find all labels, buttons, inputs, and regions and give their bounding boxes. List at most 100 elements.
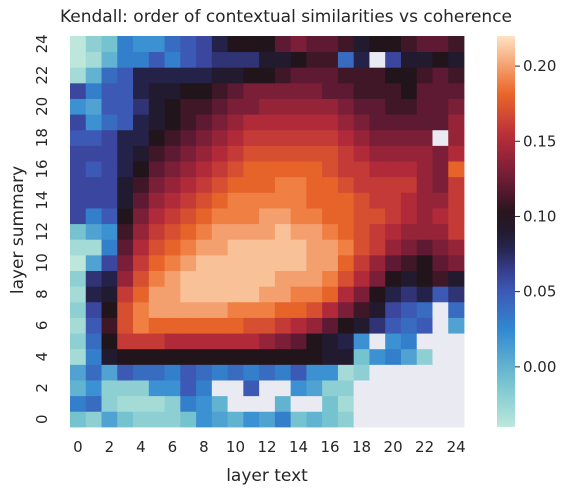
- heatmap-cell: [400, 395, 418, 412]
- heatmap-cell: [322, 348, 339, 365]
- heatmap-cell: [416, 67, 433, 84]
- heatmap-cell: [259, 301, 276, 318]
- heatmap-cell: [227, 254, 244, 271]
- heatmap-cell: [211, 114, 228, 131]
- heatmap-cell: [337, 51, 355, 68]
- heatmap-cell: [133, 348, 150, 365]
- heatmap-cell: [274, 411, 292, 428]
- heatmap-cell: [148, 192, 165, 209]
- heatmap-cell: [306, 239, 323, 256]
- heatmap-cell: [227, 317, 244, 334]
- heatmap-cell: [243, 380, 260, 397]
- heatmap-cell: [180, 239, 197, 256]
- heatmap-cell: [432, 145, 449, 162]
- heatmap-cell: [432, 223, 449, 240]
- heatmap-cell: [133, 98, 150, 115]
- heatmap-cell: [337, 395, 355, 412]
- heatmap-cell: [133, 411, 150, 428]
- heatmap-cell: [322, 411, 339, 428]
- heatmap-cell: [70, 348, 87, 365]
- heatmap-cell: [432, 192, 449, 209]
- heatmap-cell: [306, 317, 323, 334]
- heatmap-cell: [369, 270, 386, 287]
- heatmap-cell: [306, 333, 323, 350]
- heatmap-cell: [306, 82, 323, 99]
- heatmap-cell: [133, 380, 150, 397]
- heatmap-cell: [290, 364, 307, 381]
- heatmap-cell: [337, 254, 355, 271]
- heatmap-cell: [448, 176, 465, 193]
- heatmap-cell: [416, 348, 433, 365]
- heatmap-cell: [164, 129, 181, 146]
- heatmap-cell: [180, 301, 197, 318]
- heatmap-cell: [322, 36, 339, 53]
- heatmap-cell: [306, 223, 323, 240]
- x-tick-label: 20: [384, 438, 403, 456]
- heatmap-cell: [322, 301, 339, 318]
- x-tick-label: 0: [73, 438, 83, 456]
- heatmap-cell: [337, 348, 355, 365]
- heatmap-cell: [101, 192, 118, 209]
- heatmap-cell: [274, 333, 292, 350]
- heatmap-cell: [70, 411, 87, 428]
- heatmap-cell: [259, 82, 276, 99]
- heatmap-cell: [196, 239, 213, 256]
- heatmap-cell: [432, 176, 449, 193]
- heatmap-cell: [290, 395, 307, 412]
- heatmap-cell: [290, 286, 307, 303]
- heatmap-cell: [416, 98, 433, 115]
- heatmap-cell: [274, 114, 292, 131]
- heatmap-cell: [196, 317, 213, 334]
- heatmap-cell: [290, 380, 307, 397]
- heatmap-cell: [148, 380, 165, 397]
- y-tick-label: 8: [33, 289, 51, 299]
- heatmap-cell: [353, 239, 370, 256]
- heatmap-cell: [259, 254, 276, 271]
- heatmap-cell: [243, 192, 260, 209]
- heatmap-cell: [337, 36, 355, 53]
- heatmap-cell: [243, 239, 260, 256]
- heatmap-cell: [274, 239, 292, 256]
- heatmap-cell: [101, 364, 118, 381]
- heatmap-cell: [416, 301, 433, 318]
- heatmap-cell: [148, 301, 165, 318]
- heatmap-cell: [180, 411, 197, 428]
- heatmap-cell: [400, 411, 418, 428]
- heatmap-cell: [369, 364, 386, 381]
- heatmap-cell: [385, 67, 402, 84]
- heatmap-cell: [259, 333, 276, 350]
- heatmap-cell: [227, 161, 244, 178]
- heatmap-cell: [290, 145, 307, 162]
- heatmap-cell: [164, 317, 181, 334]
- heatmap-cell: [448, 301, 465, 318]
- heatmap-cell: [70, 36, 87, 53]
- heatmap-cell: [369, 301, 386, 318]
- heatmap-cell: [211, 301, 228, 318]
- heatmap-cell: [164, 380, 181, 397]
- colorbar-tick-label: 0.20: [523, 57, 556, 75]
- heatmap-cell: [180, 98, 197, 115]
- x-tick-label: 16: [320, 438, 339, 456]
- heatmap-cell: [164, 208, 181, 225]
- heatmap-cell: [117, 145, 134, 162]
- heatmap-cell: [274, 98, 292, 115]
- heatmap-cell: [322, 161, 339, 178]
- heatmap-cell: [337, 364, 355, 381]
- heatmap-cell: [385, 254, 402, 271]
- heatmap-cell: [148, 208, 165, 225]
- heatmap-cell: [259, 380, 276, 397]
- heatmap-cell: [400, 129, 418, 146]
- heatmap-cell: [274, 82, 292, 99]
- heatmap-cell: [211, 82, 228, 99]
- heatmap-cell: [274, 223, 292, 240]
- heatmap-cell: [385, 223, 402, 240]
- heatmap-cell: [85, 82, 102, 99]
- heatmap-cell: [400, 114, 418, 131]
- heatmap-cell: [164, 98, 181, 115]
- heatmap-cell: [117, 51, 134, 68]
- heatmap-cell: [306, 36, 323, 53]
- heatmap-cell: [290, 129, 307, 146]
- heatmap-cell: [164, 411, 181, 428]
- heatmap-cell: [385, 239, 402, 256]
